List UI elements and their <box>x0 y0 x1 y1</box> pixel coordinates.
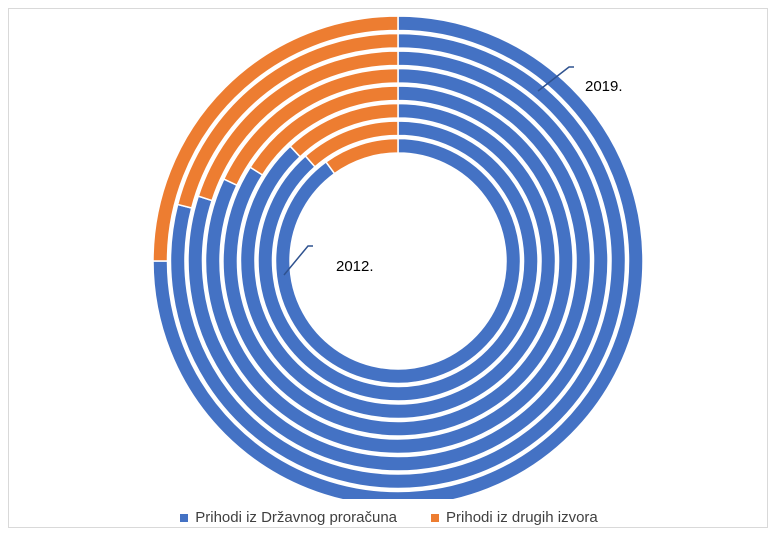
annotation-label-1: 2012. <box>336 258 374 275</box>
legend-item-drugi-izvori: Prihodi iz drugih izvora <box>431 509 598 526</box>
legend-item-drzavni-proracun: Prihodi iz Državnog proračuna <box>180 509 397 526</box>
annotation-leader-0 <box>537 66 574 92</box>
annotation-leader-1 <box>283 245 313 276</box>
ring-2013-segment-0 <box>257 120 539 402</box>
ring-2018-segment-1 <box>176 32 399 209</box>
ring-2013-segment-1 <box>304 120 399 168</box>
ring-2014-segment-1 <box>289 102 399 158</box>
ring-2017-segment-1 <box>197 50 399 202</box>
ring-2015-segment-1 <box>249 85 399 177</box>
legend-label-drzavni-proracun: Prihodi iz Državnog proračuna <box>195 509 398 526</box>
legend-swatch-drzavni-proracun <box>180 513 189 522</box>
ring-2012-segment-0 <box>274 137 522 385</box>
ring-2014-segment-0 <box>239 102 557 420</box>
ring-2012-segment-1 <box>324 137 399 175</box>
ring-2016-segment-1 <box>222 67 399 187</box>
donut-chart: 2019. 2012. <box>152 15 644 499</box>
ring-2019-segment-1 <box>152 15 399 262</box>
chart-area: 2019. 2012. Prihodi iz Državnog proračuna… <box>8 8 768 528</box>
annotation-label-0: 2019. <box>585 78 623 95</box>
legend: Prihodi iz Državnog proračuna Prihodi iz… <box>9 509 769 526</box>
legend-swatch-drugi-izvori <box>431 513 440 522</box>
legend-label-drugi-izvori: Prihodi iz drugih izvora <box>446 509 598 526</box>
